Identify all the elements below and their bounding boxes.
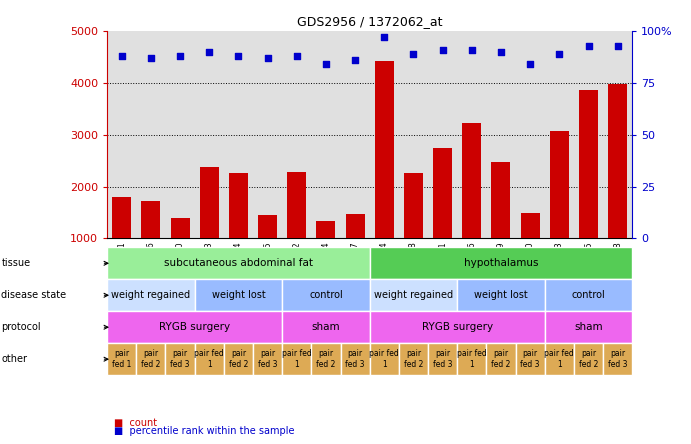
Text: pair fed
1: pair fed 1: [282, 349, 312, 369]
Bar: [112, 197, 131, 238]
Text: other: other: [1, 354, 28, 364]
Text: pair
fed 2: pair fed 2: [229, 349, 248, 369]
Bar: [142, 201, 160, 238]
Bar: [370, 31, 399, 238]
Text: pair
fed 2: pair fed 2: [316, 349, 336, 369]
Text: pair
fed 3: pair fed 3: [346, 349, 365, 369]
Text: pair
fed 2: pair fed 2: [404, 349, 423, 369]
Text: RYGB surgery: RYGB surgery: [159, 322, 230, 332]
Point: [495, 48, 507, 56]
Text: pair fed
1: pair fed 1: [545, 349, 574, 369]
Point: [321, 61, 332, 68]
Bar: [316, 221, 335, 238]
Text: sham: sham: [574, 322, 603, 332]
Text: ■  count: ■ count: [114, 418, 157, 428]
Text: pair
fed 1: pair fed 1: [112, 349, 131, 369]
Point: [553, 50, 565, 57]
Point: [116, 52, 127, 59]
Bar: [404, 173, 423, 238]
Bar: [287, 172, 306, 238]
Bar: [457, 31, 486, 238]
Point: [350, 56, 361, 63]
Text: hypothalamus: hypothalamus: [464, 258, 538, 268]
Bar: [608, 84, 627, 238]
Bar: [486, 31, 515, 238]
Bar: [282, 31, 312, 238]
Point: [612, 42, 623, 49]
Text: pair
fed 2: pair fed 2: [491, 349, 511, 369]
Text: pair
fed 3: pair fed 3: [170, 349, 190, 369]
Bar: [107, 31, 136, 238]
Text: pair
fed 2: pair fed 2: [141, 349, 160, 369]
Bar: [428, 31, 457, 238]
Bar: [579, 90, 598, 238]
Text: pair fed
1: pair fed 1: [194, 349, 224, 369]
Point: [291, 52, 302, 59]
Bar: [491, 162, 511, 238]
Bar: [195, 31, 224, 238]
Bar: [515, 31, 545, 238]
Bar: [136, 31, 165, 238]
Text: pair fed
1: pair fed 1: [457, 349, 486, 369]
Point: [145, 55, 156, 62]
Point: [408, 50, 419, 57]
Bar: [165, 31, 195, 238]
Bar: [545, 31, 574, 238]
Point: [204, 48, 215, 56]
Bar: [574, 31, 603, 238]
Bar: [462, 123, 481, 238]
Title: GDS2956 / 1372062_at: GDS2956 / 1372062_at: [297, 16, 442, 28]
Point: [583, 42, 594, 49]
Text: protocol: protocol: [1, 322, 41, 332]
Bar: [399, 31, 428, 238]
Point: [437, 46, 448, 53]
Point: [379, 34, 390, 41]
Bar: [229, 173, 248, 238]
Point: [466, 46, 477, 53]
Text: control: control: [309, 290, 343, 300]
Text: sham: sham: [312, 322, 340, 332]
Bar: [258, 214, 277, 238]
Text: subcutaneous abdominal fat: subcutaneous abdominal fat: [164, 258, 313, 268]
Text: pair
fed 3: pair fed 3: [433, 349, 453, 369]
Text: pair
fed 3: pair fed 3: [608, 349, 627, 369]
Bar: [521, 213, 540, 238]
Bar: [346, 214, 365, 238]
Text: weight lost: weight lost: [474, 290, 528, 300]
Text: RYGB surgery: RYGB surgery: [422, 322, 493, 332]
Bar: [550, 131, 569, 238]
Text: pair
fed 3: pair fed 3: [520, 349, 540, 369]
Text: tissue: tissue: [1, 258, 30, 268]
Bar: [171, 218, 189, 238]
Point: [175, 52, 186, 59]
Bar: [312, 31, 341, 238]
Text: weight regained: weight regained: [111, 290, 191, 300]
Point: [262, 55, 273, 62]
Text: control: control: [571, 290, 605, 300]
Bar: [603, 31, 632, 238]
Bar: [200, 167, 218, 238]
Point: [524, 61, 536, 68]
Text: ■  percentile rank within the sample: ■ percentile rank within the sample: [114, 426, 294, 436]
Text: weight regained: weight regained: [374, 290, 453, 300]
Text: pair
fed 2: pair fed 2: [579, 349, 598, 369]
Bar: [433, 148, 452, 238]
Text: pair fed
1: pair fed 1: [370, 349, 399, 369]
Point: [233, 52, 244, 59]
Bar: [341, 31, 370, 238]
Text: weight lost: weight lost: [211, 290, 265, 300]
Text: disease state: disease state: [1, 290, 66, 300]
Bar: [253, 31, 282, 238]
Bar: [224, 31, 253, 238]
Bar: [375, 61, 394, 238]
Text: pair
fed 3: pair fed 3: [258, 349, 277, 369]
